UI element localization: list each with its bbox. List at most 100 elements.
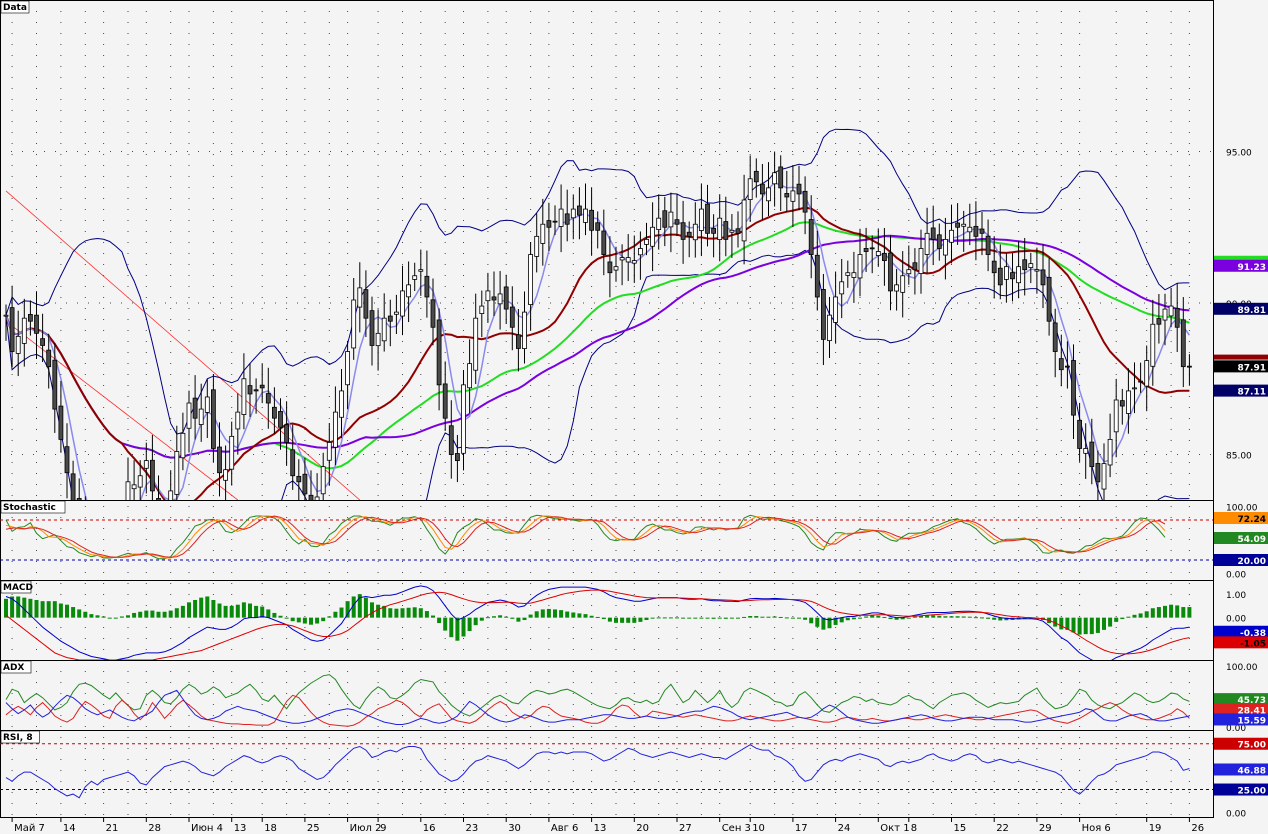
stoch-level-20-badge-text: 20.00 (1238, 557, 1266, 567)
macd-histogram-bar (138, 611, 143, 618)
macd-histogram-bar (937, 615, 942, 618)
candle-body (40, 338, 45, 346)
candle-body (692, 223, 698, 241)
adx-badge-text: 45.73 (1238, 696, 1266, 706)
macd-histogram-bar (205, 596, 210, 618)
macd-histogram-bar (699, 617, 704, 619)
x-axis-label: 17 (795, 823, 808, 834)
candle-body (906, 269, 912, 275)
x-axis-label: 15 (954, 823, 967, 834)
candle-body (924, 232, 930, 255)
candle-body (516, 334, 521, 349)
pane-tick-label: 0.00 (1226, 615, 1246, 625)
candle-body (174, 451, 180, 495)
candle-body (259, 384, 265, 389)
macd-histogram-bar (101, 616, 106, 618)
macd-histogram-bar (424, 611, 429, 618)
candle-body (869, 247, 875, 250)
macd-histogram-bar (1181, 607, 1186, 618)
candle-body (442, 383, 448, 419)
candle-body (70, 473, 76, 500)
macd-histogram-bar (601, 617, 606, 620)
x-axis-label: 13 (594, 823, 607, 834)
macd-histogram-bar (1120, 617, 1125, 620)
candle-body (1058, 358, 1064, 371)
macd-histogram-bar (400, 608, 405, 618)
candle-body (217, 446, 222, 474)
close-badge-text: 87.91 (1238, 363, 1266, 373)
macd-histogram-bar (144, 610, 149, 618)
macd-histogram-bar (1187, 607, 1192, 618)
candle-body (1022, 259, 1028, 271)
candle-body (9, 307, 15, 352)
macd-histogram-bar (919, 616, 923, 618)
macd-histogram-bar (107, 617, 112, 619)
macd-histogram-bar (431, 615, 435, 618)
candle-body (753, 170, 759, 183)
candle-body (967, 226, 973, 233)
candle-body (619, 257, 625, 261)
macd-histogram-bar (980, 617, 984, 619)
macd-histogram-bar (28, 598, 33, 618)
macd-histogram-bar (119, 616, 124, 618)
bollinger-upper-band (5, 128, 1190, 435)
x-axis-label: 26 (1191, 823, 1204, 834)
x-axis-label: Авг 6 (551, 823, 579, 834)
candle-body (936, 234, 942, 249)
candle-body (1107, 438, 1113, 466)
macd-histogram-bar (620, 617, 625, 623)
candle-body (131, 484, 137, 490)
macd-histogram-bar (894, 617, 899, 620)
candle-body (528, 254, 533, 305)
macd-histogram-bar (235, 604, 240, 618)
sma-long-badge-text: 91.23 (1238, 263, 1266, 273)
macd-histogram-bar (797, 617, 801, 619)
candle-body (186, 402, 192, 429)
candle-body (851, 272, 857, 278)
macd-histogram-bar (473, 617, 478, 626)
candle-body (613, 266, 619, 271)
macd-histogram-bar (1108, 617, 1113, 627)
macd-histogram-bar (217, 603, 222, 618)
x-axis-label: Май 7 (14, 823, 45, 834)
macd-histogram-bar (906, 617, 911, 619)
candle-body (314, 496, 320, 500)
macd-histogram-bar (1144, 611, 1149, 618)
pane-tick-label: 0.00 (1226, 570, 1246, 580)
candle-body (1004, 266, 1009, 280)
candle-body (863, 248, 869, 252)
rsi-level-25-badge (1214, 783, 1268, 796)
candle-body (1065, 365, 1070, 368)
macd-histogram-bar (681, 617, 686, 619)
macd-histogram-bar (760, 616, 765, 618)
candle-body (149, 459, 155, 492)
di-minus-badge (1214, 713, 1268, 726)
macd-histogram-bar (1077, 617, 1082, 635)
macd-histogram-bar (656, 617, 661, 619)
candle-body (662, 210, 668, 228)
macd-histogram-bar (357, 594, 362, 618)
macd-histogram-bar (931, 615, 936, 618)
macd-histogram-bar (949, 616, 954, 618)
x-axis-label: 18 (264, 823, 277, 834)
macd-histogram-bar (1138, 613, 1143, 618)
candle-body (326, 442, 332, 461)
macd-histogram-bar (833, 617, 838, 625)
rsi-line (5, 744, 1190, 799)
macd-histogram-bar (668, 617, 673, 619)
candle-body (1016, 266, 1021, 284)
pane-group-2 (4, 585, 1192, 660)
badge-sma200-stub (1214, 255, 1268, 261)
bollinger-lower-badge (1214, 384, 1268, 397)
candle-body (656, 217, 662, 231)
candle-body (278, 411, 283, 428)
macd-histogram-bar (1126, 616, 1131, 618)
candle-body (357, 287, 363, 308)
macd-histogram-bar (193, 600, 198, 618)
candle-body (839, 281, 845, 295)
candle-body (760, 183, 765, 195)
x-axis-label: 13 (234, 823, 247, 834)
macd-histogram-bar (229, 605, 234, 618)
pane-group-3 (5, 674, 1190, 727)
